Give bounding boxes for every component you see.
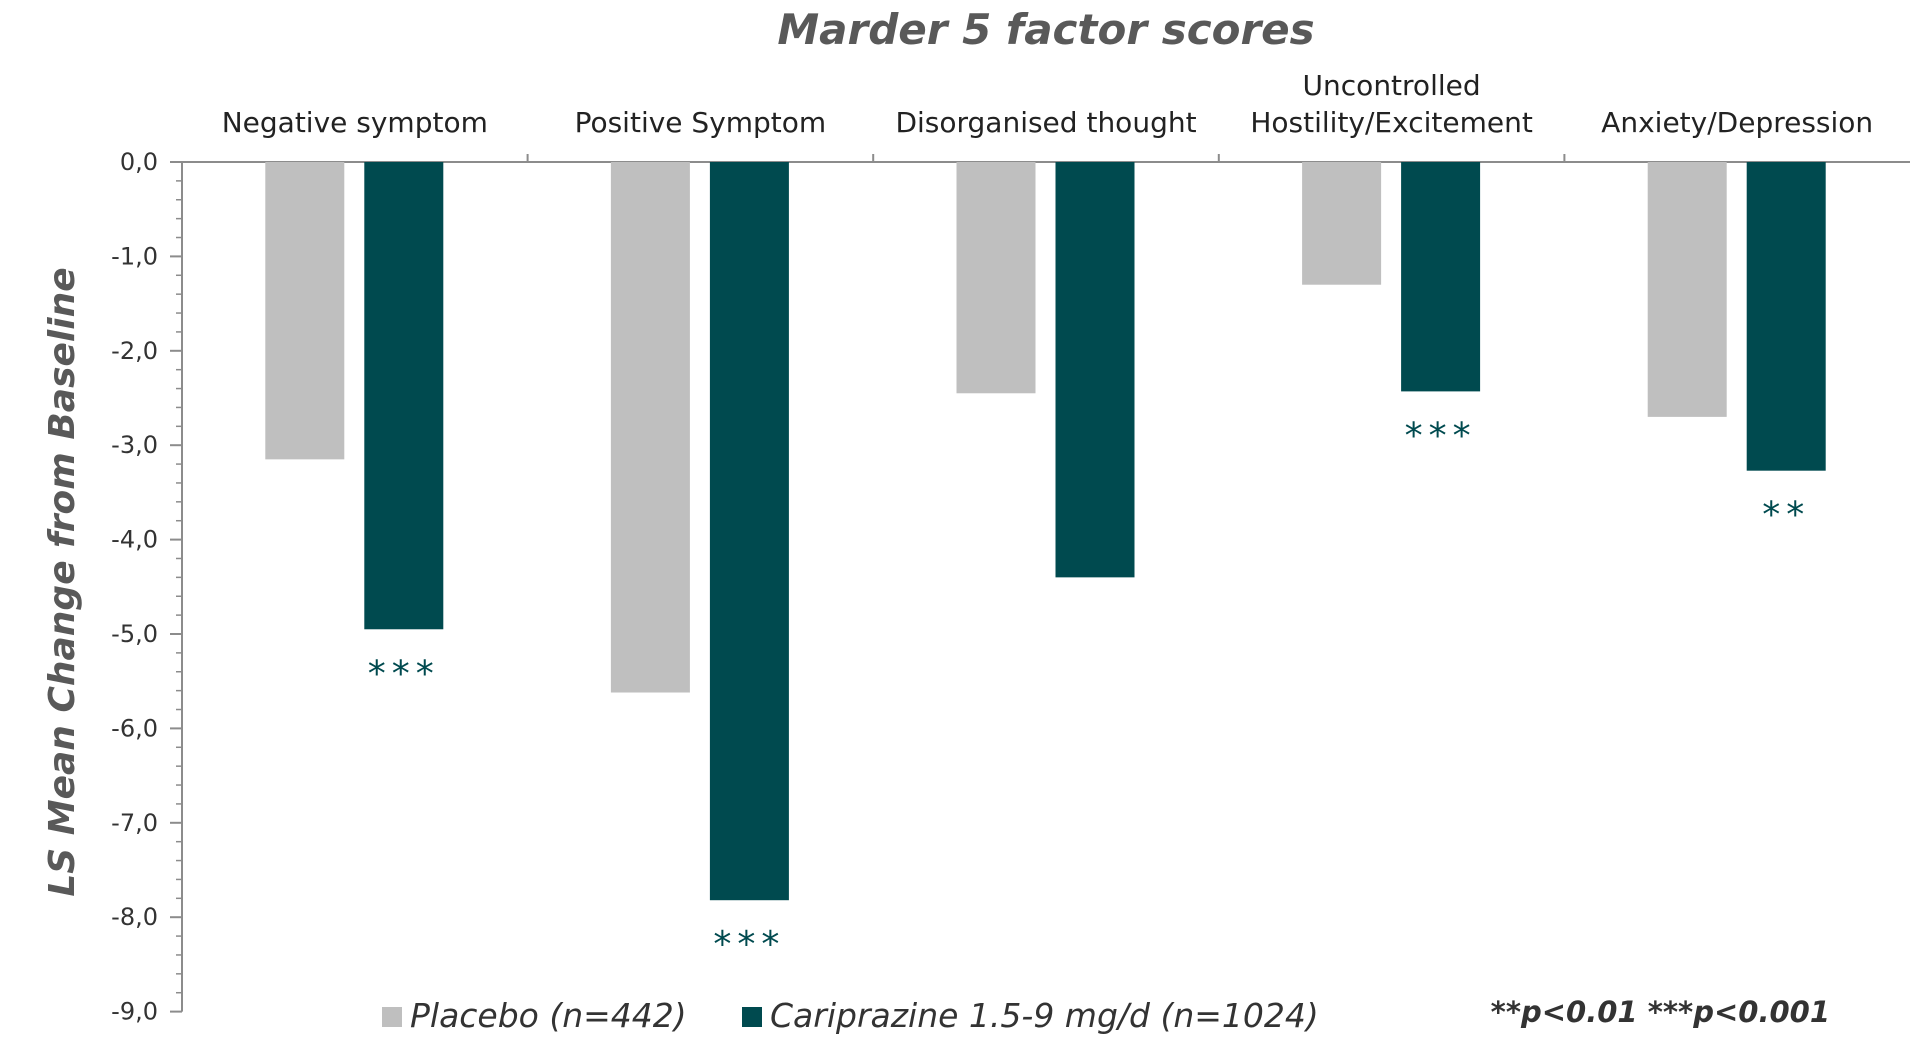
bars-group: [265, 162, 1826, 901]
significance-footnote: **p<0.01 ***p<0.001: [1491, 995, 1830, 1029]
y-tick-label: 0,0: [120, 148, 158, 176]
category-label: Anxiety/Depression: [1601, 106, 1873, 139]
significance-markers-group: ***********: [368, 415, 1810, 965]
chart-title: Marder 5 factor scores: [777, 5, 1314, 54]
category-label: Disorganised thought: [895, 106, 1196, 139]
significance-marker: ***: [368, 653, 440, 694]
significance-marker: ***: [1405, 415, 1477, 456]
y-tick-label: -6,0: [111, 714, 158, 742]
y-tick-label: -8,0: [111, 903, 158, 931]
y-tick-label: -5,0: [111, 620, 158, 648]
legend-swatch: [742, 1007, 762, 1027]
significance-marker: **: [1762, 495, 1810, 536]
bar: [610, 162, 690, 693]
axes-group: 0,0 -1,0 -2,0 -3,0 -4,0 -5,0 -6,0 -7,0 -8,0 -9,0: [111, 148, 1910, 1026]
bar: [1055, 162, 1135, 578]
y-tick-label: -4,0: [111, 526, 158, 554]
bar: [1401, 162, 1481, 392]
legend: Placebo (n=442) Cariprazine 1.5-9 mg/d (n…: [382, 996, 1319, 1035]
bar: [265, 162, 345, 460]
category-label: Negative symptom: [222, 106, 488, 139]
bar: [956, 162, 1036, 394]
y-tick-label: -7,0: [111, 809, 158, 837]
bar: [709, 162, 789, 901]
category-labels-group: Negative symptom Positive Symptom Disorgan…: [222, 69, 1873, 139]
bar: [1647, 162, 1727, 417]
significance-marker: ***: [713, 924, 785, 965]
y-tick-label: -9,0: [111, 998, 158, 1026]
bar: [1302, 162, 1382, 285]
legend-swatch: [382, 1007, 402, 1027]
bar: [1746, 162, 1826, 471]
legend-label: Cariprazine 1.5-9 mg/d (n=1024): [770, 996, 1319, 1035]
category-label: Uncontrolled: [1303, 69, 1481, 102]
legend-label: Placebo (n=442): [410, 996, 687, 1035]
bar: [364, 162, 444, 630]
y-tick-label: -3,0: [111, 431, 158, 459]
y-axis-label: LS Mean Change from Baseline: [42, 267, 83, 896]
category-label: Positive Symptom: [575, 106, 827, 139]
category-label: Hostility/Excitement: [1250, 106, 1532, 139]
y-tick-label: -2,0: [111, 337, 158, 365]
y-tick-label: -1,0: [111, 242, 158, 270]
